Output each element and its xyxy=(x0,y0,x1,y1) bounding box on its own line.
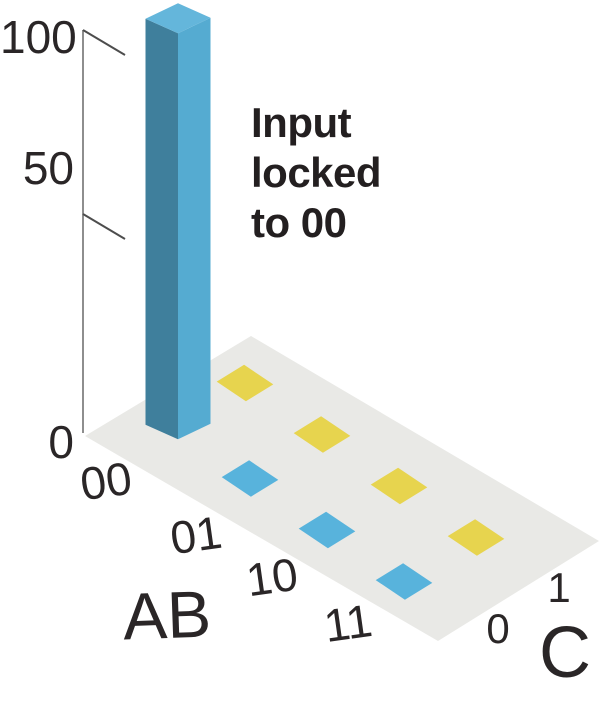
ab-axis-title: AB xyxy=(121,576,213,654)
zero-marker-ab01-c1 xyxy=(293,416,351,453)
zero-marker-ab11-c0 xyxy=(375,563,433,600)
z-axis-tick-100 xyxy=(82,29,126,56)
annotation-line-1: Input xyxy=(251,99,352,146)
z-tick-0: 0 xyxy=(48,416,74,468)
c-tick-0: 0 xyxy=(486,605,510,652)
floor-plane xyxy=(85,336,599,641)
c-tick-1: 1 xyxy=(547,564,571,611)
zero-marker-ab00-c1 xyxy=(216,364,274,402)
z-tick-100: 100 xyxy=(0,11,77,63)
c-axis-title: C xyxy=(539,613,591,693)
z-tick-50: 50 xyxy=(22,142,74,194)
zero-marker-ab11-c1 xyxy=(447,519,505,556)
annotation-input-locked: Input locked to 00 xyxy=(251,98,382,248)
z-axis-tick-50 xyxy=(82,213,126,240)
zero-marker-ab10-c0 xyxy=(298,511,356,549)
zero-marker-ab10-c1 xyxy=(370,467,428,505)
probability-bar-right-ab00-c0 xyxy=(178,17,211,440)
zero-marker-ab01-c0 xyxy=(221,460,279,497)
probability-bar-top-ab00-c0 xyxy=(145,3,211,34)
probability-bar-left-ab00-c0 xyxy=(145,18,178,440)
annotation-line-2: locked xyxy=(251,149,382,196)
annotation-line-3: to 00 xyxy=(251,199,347,246)
